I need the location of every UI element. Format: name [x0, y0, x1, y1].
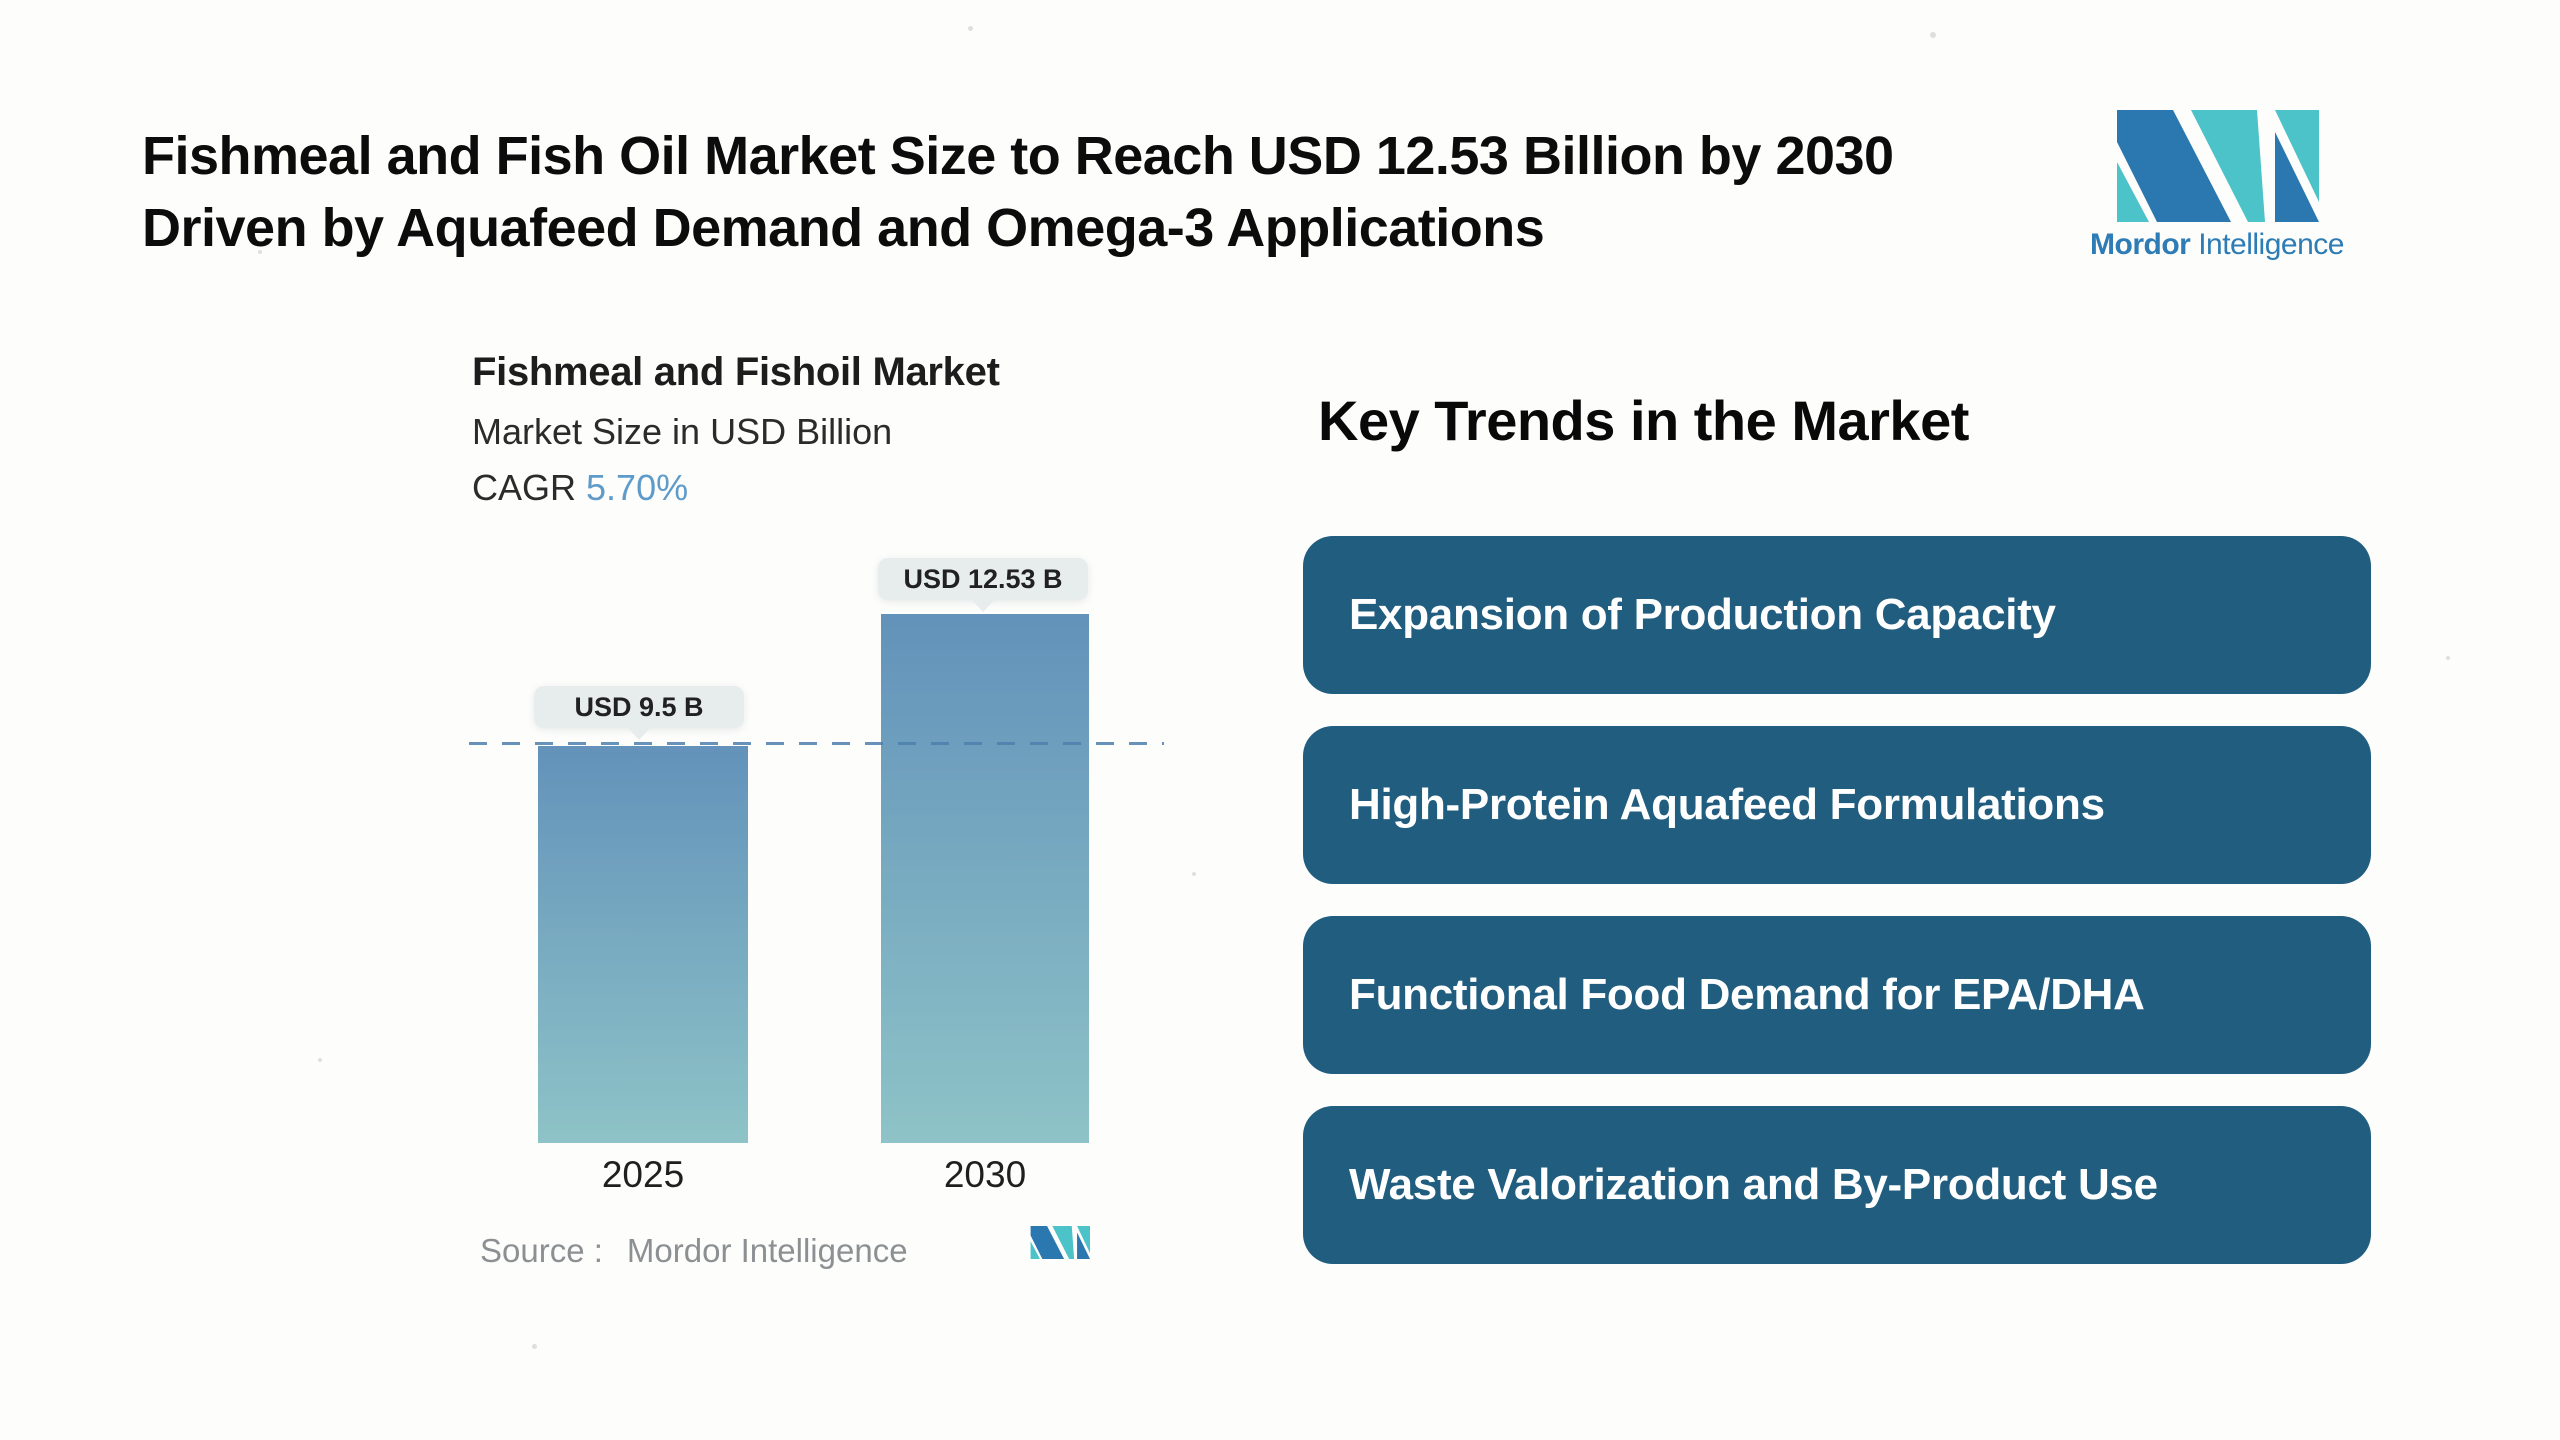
trend-card-label: Functional Food Demand for EPA/DHA — [1349, 970, 2145, 1019]
page-title-line2: Driven by Aquafeed Demand and Omega-3 Ap… — [142, 198, 1545, 258]
key-trends-heading: Key Trends in the Market — [1318, 389, 1969, 452]
speckle — [318, 1058, 322, 1062]
brand-lockup: Mordor Intelligence — [2082, 110, 2352, 262]
cagr-value: 5.70% — [586, 467, 689, 508]
data-label-2025: USD 9.5 B — [534, 686, 744, 740]
x-axis-label-2025: 2025 — [601, 1154, 685, 1195]
speckle — [258, 250, 262, 254]
brand-name: Mordor Intelligence — [2082, 228, 2352, 262]
page-title: Fishmeal and Fish Oil Market Size to Rea… — [142, 120, 2132, 264]
speckle — [1930, 32, 1936, 38]
trend-card-epa-dha: Functional Food Demand for EPA/DHA — [1303, 916, 2371, 1074]
bar-2030 — [881, 614, 1089, 1143]
cagr-label: CAGR — [472, 467, 577, 508]
source-name: Mordor Intelligence — [626, 1232, 908, 1269]
mordor-intelligence-logo-icon — [2117, 110, 2319, 222]
tooltip-caret — [627, 727, 651, 740]
speckle — [2446, 656, 2450, 660]
brand-name-bold: Mordor — [2090, 228, 2191, 261]
trend-card-aquafeed: High-Protein Aquafeed Formulations — [1303, 726, 2371, 884]
trend-card-expansion: Expansion of Production Capacity — [1303, 536, 2371, 694]
data-label-2025-text: USD 9.5 B — [574, 692, 704, 722]
data-label-2030-text: USD 12.53 B — [903, 564, 1063, 594]
chart-header: Fishmeal and Fishoil Market Market Size … — [472, 350, 1000, 509]
x-axis-label-2030: 2030 — [943, 1154, 1027, 1195]
chart-title: Fishmeal and Fishoil Market — [472, 350, 1000, 394]
page-title-line1: Fishmeal and Fish Oil Market Size to Rea… — [142, 126, 1894, 186]
trend-card-label: High-Protein Aquafeed Formulations — [1349, 780, 2105, 829]
speckle — [1192, 872, 1196, 876]
speckle — [532, 1344, 537, 1349]
mordor-intelligence-mini-logo-icon — [1030, 1226, 1090, 1259]
bar-2025 — [538, 746, 748, 1143]
trend-card-waste-valorization: Waste Valorization and By-Product Use — [1303, 1106, 2371, 1264]
speckle — [968, 26, 973, 31]
source-line: Source : Mordor Intelligence — [480, 1232, 908, 1270]
tooltip-caret — [971, 599, 995, 612]
source-prefix: Source : — [480, 1232, 603, 1269]
trend-card-label: Waste Valorization and By-Product Use — [1349, 1160, 2158, 1209]
chart-subtitle: Market Size in USD Billion — [472, 411, 893, 452]
chart-cagr: CAGR 5.70% — [472, 467, 1000, 509]
reference-dashed-line — [469, 742, 1164, 745]
brand-name-regular: Intelligence — [2198, 228, 2344, 261]
data-label-2030: USD 12.53 B — [878, 558, 1088, 612]
trend-card-label: Expansion of Production Capacity — [1349, 590, 2056, 639]
